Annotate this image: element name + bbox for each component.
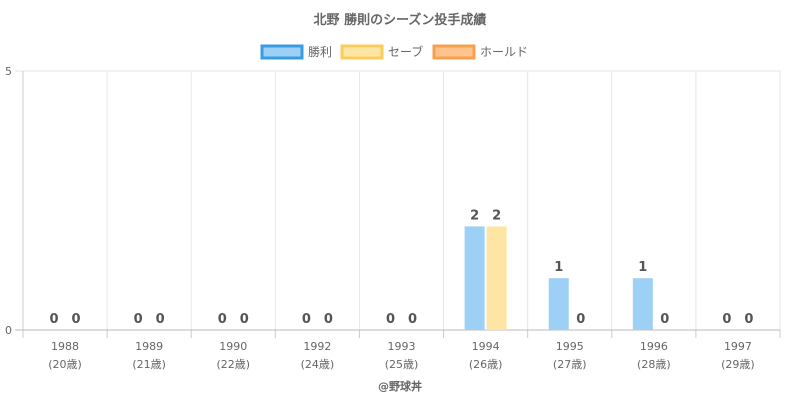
x-tick-sublabel: (25歳)	[385, 358, 419, 371]
data-label: 0	[240, 312, 249, 327]
legend-label-1: セーブ	[388, 44, 423, 59]
x-tick-sublabel: (22歳)	[216, 358, 250, 371]
x-tick-label: 1989	[135, 340, 163, 353]
legend-label-2: ホールド	[480, 45, 528, 59]
x-axis: 1988 (20歳) 1989 (21歳) 1990 (22歳) 1992 (24歳) 1993…	[48, 340, 754, 371]
data-label: 2	[470, 208, 479, 223]
x-tick-label: 1997	[724, 340, 752, 353]
x-tick-sublabel: (26歳)	[469, 358, 503, 371]
x-tick-label: 1993	[388, 340, 416, 353]
x-tick-label: 1988	[51, 340, 79, 353]
bar-セーブ-1994	[486, 226, 507, 330]
data-label: 0	[218, 312, 227, 327]
grid	[15, 70, 781, 338]
y-axis: 05	[5, 65, 12, 337]
x-tick-label: 1996	[640, 340, 668, 353]
legend-label-0: 勝利	[308, 44, 332, 59]
x-tick-label: 1990	[219, 340, 247, 353]
x-tick-label: 1995	[556, 340, 584, 353]
data-label: 0	[576, 312, 585, 327]
bars	[464, 226, 653, 330]
bar-勝利-1994	[464, 226, 485, 330]
data-label: 0	[324, 312, 333, 327]
x-tick-sublabel: (20歳)	[48, 358, 82, 371]
data-label: 0	[386, 312, 395, 327]
y-tick-label: 5	[5, 65, 12, 78]
x-tick-label: 1992	[303, 340, 331, 353]
data-label: 0	[660, 312, 669, 327]
x-tick-label: 1994	[472, 340, 500, 353]
x-tick-sublabel: (29歳)	[721, 358, 755, 371]
x-tick-sublabel: (21歳)	[132, 358, 166, 371]
data-label: 0	[72, 312, 81, 327]
credit: @野球丼	[378, 379, 422, 393]
data-label: 1	[638, 260, 647, 275]
data-label: 1	[554, 260, 563, 275]
legend: 勝利 セーブ ホールド	[260, 44, 528, 60]
bar-勝利-1995	[548, 278, 569, 330]
data-label: 0	[156, 312, 165, 327]
legend-swatch-2	[432, 44, 476, 60]
data-label: 0	[134, 312, 143, 327]
chart-title: 北野 勝則のシーズン投手成績	[314, 12, 487, 28]
data-label: 2	[492, 208, 501, 223]
legend-swatch-0	[260, 44, 304, 60]
data-label: 0	[744, 312, 753, 327]
data-label: 0	[302, 312, 311, 327]
y-tick-label: 0	[5, 324, 12, 337]
legend-swatch-1	[340, 44, 384, 60]
bar-勝利-1996	[632, 278, 653, 330]
x-tick-sublabel: (28歳)	[637, 358, 671, 371]
data-label: 0	[722, 312, 731, 327]
x-tick-sublabel: (24歳)	[301, 358, 335, 371]
data-label: 0	[50, 312, 59, 327]
data-label: 0	[408, 312, 417, 327]
x-tick-sublabel: (27歳)	[553, 358, 587, 371]
